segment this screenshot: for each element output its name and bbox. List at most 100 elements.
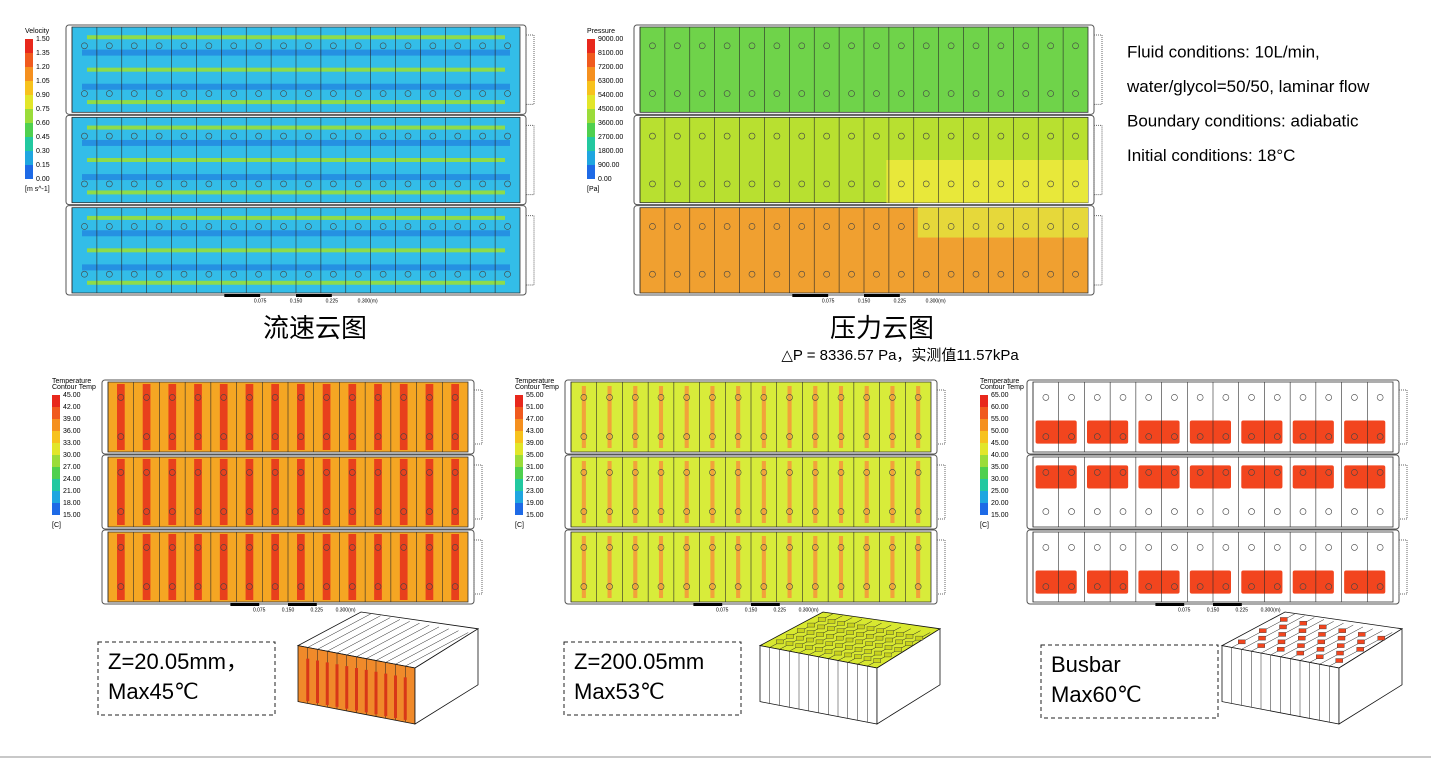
terminal	[1072, 90, 1079, 97]
iso-cell	[1279, 624, 1287, 630]
hot-stripe	[168, 459, 177, 525]
terminal	[1047, 180, 1054, 188]
terminal	[657, 394, 665, 401]
terminal	[1042, 469, 1050, 476]
terminal	[848, 223, 855, 230]
legend-label: 33.00	[63, 440, 81, 447]
terminal	[280, 180, 287, 188]
terminal	[323, 394, 330, 401]
terminal	[873, 90, 880, 97]
scale-bar	[230, 603, 260, 606]
terminal	[1042, 544, 1050, 551]
legend-label: 0.00	[36, 176, 50, 183]
warm-stripe	[890, 461, 895, 523]
iso-cell	[1277, 639, 1286, 645]
terminal	[947, 42, 955, 50]
terminal	[760, 433, 768, 440]
terminal	[379, 223, 387, 230]
iso-grid	[405, 632, 469, 667]
legend-swatch	[980, 455, 988, 467]
terminal	[748, 180, 756, 188]
hot-stripe	[219, 534, 228, 600]
terminal	[1299, 583, 1307, 590]
terminal	[426, 469, 433, 476]
hot-stripe	[451, 534, 459, 600]
terminal	[798, 223, 806, 230]
warm-stripe	[633, 536, 638, 598]
terminal	[631, 433, 639, 440]
iso-cell	[1337, 643, 1345, 648]
hot-stripe	[168, 534, 177, 600]
iso-cell	[854, 647, 863, 652]
terminal	[168, 583, 176, 590]
terminal	[205, 42, 213, 50]
legend-label: 24.00	[63, 476, 81, 483]
terminal	[404, 42, 412, 50]
terminal	[246, 433, 253, 440]
legend-swatch	[25, 39, 33, 53]
legend-label: 1800.00	[598, 148, 623, 155]
terminal	[504, 42, 511, 50]
scale-label: 0.225	[326, 298, 339, 304]
condition-line: water/glycol=50/50, laminar flow	[1126, 77, 1370, 96]
legend-label: 42.00	[63, 404, 81, 411]
busbar	[1035, 465, 1077, 489]
scale-label: 0.225	[774, 607, 787, 613]
warm-stripe	[813, 461, 818, 523]
terminal	[972, 223, 980, 230]
terminal	[379, 42, 387, 50]
scale-bar	[288, 603, 317, 606]
hot-stripe	[348, 459, 357, 525]
legend-swatch	[980, 407, 988, 419]
iso-cell	[894, 647, 902, 652]
iso-grid	[366, 624, 430, 659]
hot-stripe	[271, 459, 279, 525]
terminal	[454, 180, 462, 188]
terminal	[823, 42, 830, 50]
legend-label: 30.00	[991, 476, 1009, 483]
side-rib	[1398, 539, 1408, 595]
legend-title: Temperature	[515, 378, 554, 385]
terminal	[698, 132, 706, 140]
terminal	[130, 223, 138, 230]
terminal	[972, 132, 980, 140]
legend-swatch	[587, 151, 595, 165]
iso-cell	[1257, 643, 1265, 648]
iso-grid	[327, 617, 391, 652]
terminal	[848, 42, 855, 50]
terminal	[1042, 583, 1050, 590]
warm-stripe	[607, 461, 612, 523]
terminal	[873, 42, 880, 50]
terminal	[922, 270, 930, 278]
scale-label: 0.300(m)	[926, 298, 946, 304]
terminal	[404, 270, 412, 278]
terminal	[130, 180, 138, 188]
warm-stripe	[916, 536, 921, 598]
legend-label: 18.00	[63, 500, 81, 507]
terminal	[734, 544, 742, 551]
iso-cell	[885, 637, 893, 643]
terminal	[1248, 583, 1255, 590]
legend-title: Temperature	[52, 378, 91, 385]
terminal	[889, 508, 896, 515]
terminal	[168, 394, 176, 401]
terminal	[230, 180, 238, 188]
iso-cell	[818, 617, 826, 622]
terminal	[106, 223, 113, 230]
terminal	[426, 583, 433, 590]
terminal	[305, 90, 312, 97]
terminal	[683, 583, 691, 590]
terminal	[837, 433, 845, 440]
terminal	[1093, 433, 1101, 440]
legend-swatch	[25, 53, 33, 67]
busbar	[1035, 570, 1077, 594]
terminal	[649, 223, 656, 230]
terminal	[354, 90, 362, 97]
terminal	[194, 544, 202, 551]
terminal	[837, 394, 845, 401]
terminal	[1119, 583, 1127, 590]
terminal	[683, 544, 691, 551]
terminal	[1119, 544, 1127, 551]
iso-cell	[1337, 635, 1346, 641]
note-line: Z=20.05mm，	[108, 649, 248, 674]
